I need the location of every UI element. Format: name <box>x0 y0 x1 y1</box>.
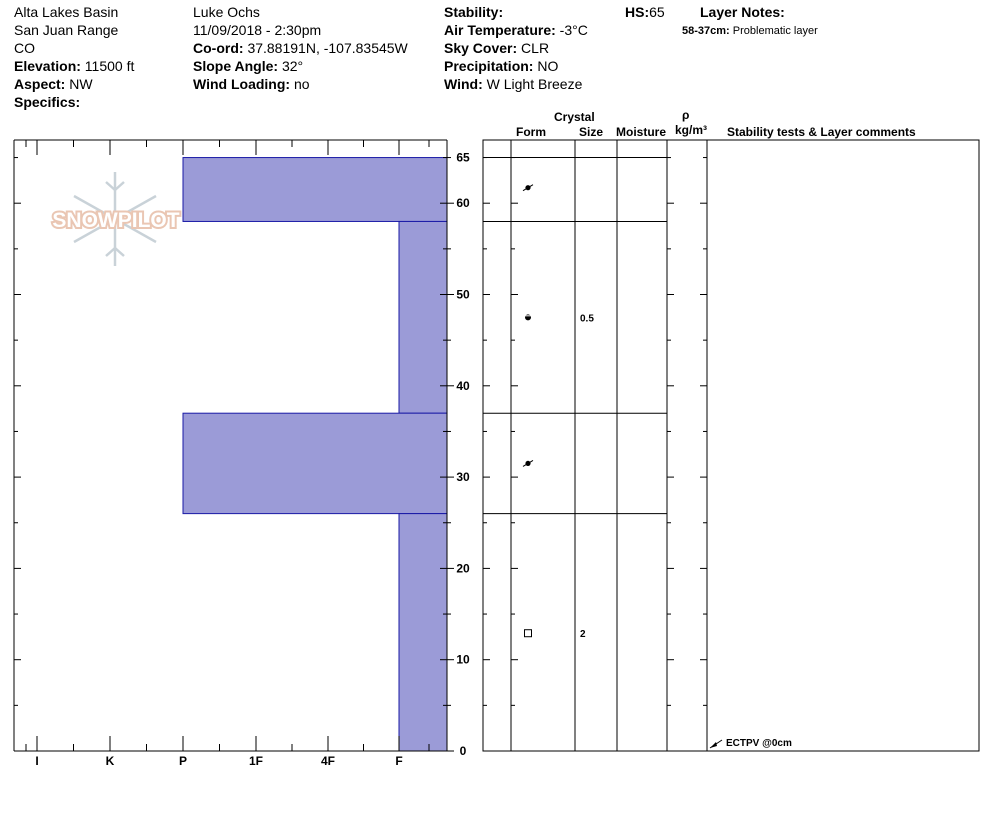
precip-label: Precipitation: <box>444 58 534 74</box>
windload-value: no <box>293 76 310 92</box>
hardness-label-I: I <box>35 754 38 768</box>
height-label-40: 40 <box>456 379 470 393</box>
slope-label: Slope Angle: <box>193 58 279 74</box>
sky-cover: Sky Cover: CLR <box>444 39 549 57</box>
wind-loading: Wind Loading: no <box>193 75 310 93</box>
crystal-header: Crystal <box>554 110 595 124</box>
specifics-label: Specifics: <box>14 94 81 110</box>
slope: Slope Angle: 32° <box>193 57 303 75</box>
range: San Juan Range <box>14 22 119 38</box>
stability-test-label: ECTPV @0cm <box>726 738 792 749</box>
datetime: 11/09/2018 - 2:30pm <box>193 22 322 38</box>
moisture-header: Moisture <box>616 125 667 139</box>
aspect-value: NW <box>69 76 93 92</box>
precipitation: Precipitation: NO <box>444 57 558 75</box>
grain-rounded-icon <box>525 314 531 321</box>
aspect-label: Aspect: <box>14 76 66 92</box>
grain-decomposing-stroke <box>522 184 534 192</box>
hardness-label-P: P <box>179 754 187 768</box>
hardness-layer-1 <box>182 157 448 222</box>
hs: HS:65 <box>625 3 665 21</box>
height-label-20: 20 <box>456 561 470 575</box>
rho-header: ρ <box>682 108 690 122</box>
wind: Wind: W Light Breeze <box>444 75 582 93</box>
elevation-label: Elevation: <box>14 58 81 74</box>
layer-note: 58-37cm: Problematic layer <box>682 22 818 40</box>
layer-notes-label: Layer Notes: <box>700 4 785 20</box>
windload-label: Wind Loading: <box>193 76 291 92</box>
snowpilot-logo: SNOWPILOT <box>50 172 182 266</box>
slope-value: 32° <box>281 58 304 74</box>
sky-label: Sky Cover: <box>444 40 518 56</box>
hs-value: 65 <box>649 4 665 20</box>
wind-label: Wind: <box>444 76 483 92</box>
height-label-0: 0 <box>460 744 467 758</box>
height-label-10: 10 <box>456 653 470 667</box>
form-header: Form <box>516 125 546 139</box>
state: CO <box>14 40 35 56</box>
wind-value: W Light Breeze <box>486 76 583 92</box>
grain-size-label: 0.5 <box>580 313 594 324</box>
coord-value: 37.88191N, -107.83545W <box>247 40 408 56</box>
hardness-layer-4 <box>398 513 448 752</box>
logo-text: SNOWPILOT <box>52 209 179 232</box>
precip-value: NO <box>537 58 559 74</box>
coord: Co-ord: 37.88191N, -107.83545W <box>193 39 408 57</box>
height-label-30: 30 <box>456 470 470 484</box>
hardness-label-1F: 1F <box>249 754 263 768</box>
layer-note-range: 58-37cm: <box>682 25 730 37</box>
layer-table-frame <box>482 139 980 752</box>
air-temp: Air Temperature: -3°C <box>444 21 588 39</box>
stability-label: Stability: <box>444 4 504 20</box>
elevation-value: 11500 ft <box>84 58 135 74</box>
stability-header: Stability tests & Layer comments <box>727 125 916 139</box>
airtemp-value: -3°C <box>559 22 588 38</box>
grain-decomposing-stroke <box>522 459 534 467</box>
hardness-layer-3 <box>182 412 448 515</box>
aspect: Aspect: NW <box>14 75 93 93</box>
height-label-65: 65 <box>456 151 470 165</box>
hardness-label-K: K <box>106 754 115 768</box>
elevation: Elevation: 11500 ft <box>14 57 134 75</box>
grain-size-label: 2 <box>580 629 586 640</box>
grain-faceted-icon <box>524 629 532 638</box>
hardness-label-F: F <box>395 754 402 768</box>
stability-test-arrowhead <box>710 742 717 748</box>
height-label-60: 60 <box>456 196 470 210</box>
airtemp-label: Air Temperature: <box>444 22 556 38</box>
hardness-layer-2 <box>398 220 448 414</box>
hardness-label-4F: 4F <box>321 754 335 768</box>
location: Alta Lakes Basin <box>14 4 119 20</box>
hs-label: HS: <box>625 4 650 20</box>
coord-label: Co-ord: <box>193 40 244 56</box>
size-header: Size <box>579 125 604 139</box>
height-label-50: 50 <box>456 288 470 302</box>
layer-note-text: Problematic layer <box>732 25 818 37</box>
observer: Luke Ochs <box>193 4 260 20</box>
sky-value: CLR <box>521 40 550 56</box>
density-unit-header: kg/m³ <box>675 123 708 137</box>
